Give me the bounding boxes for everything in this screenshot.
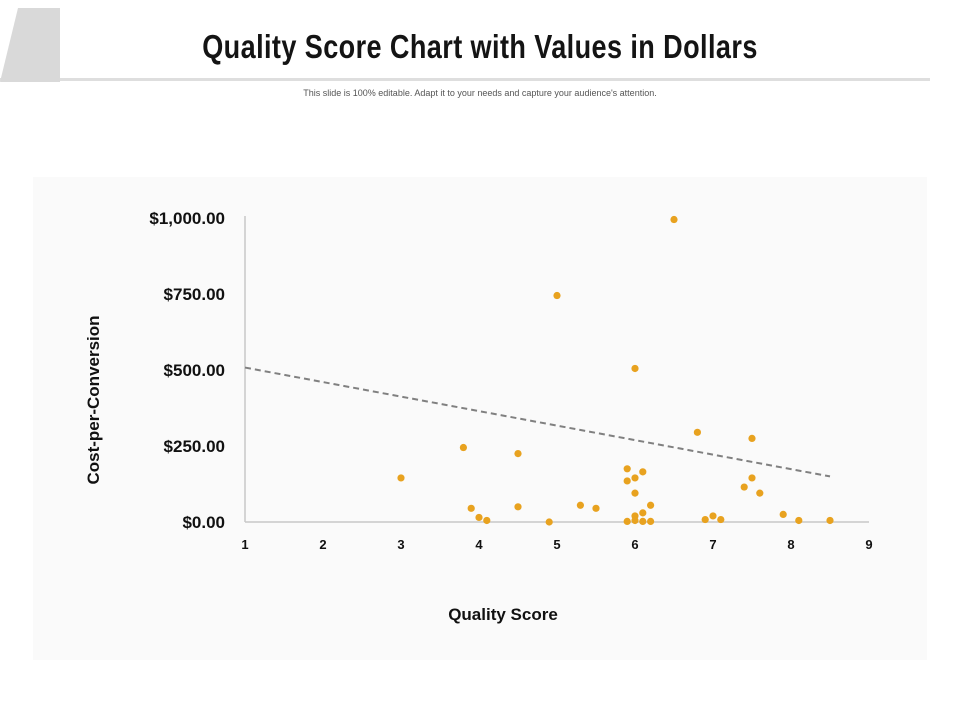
data-point — [623, 465, 631, 473]
data-point — [639, 509, 647, 517]
x-tick-label: 7 — [709, 537, 716, 552]
y-tick-label: $0.00 — [182, 513, 225, 532]
data-point — [709, 512, 717, 520]
slide-subtitle: This slide is 100% editable. Adapt it to… — [303, 88, 657, 98]
data-point — [647, 517, 655, 525]
trendline — [244, 366, 831, 478]
data-point — [483, 516, 491, 525]
x-axis-label: Quality Score — [448, 605, 558, 624]
y-tick-label: $750.00 — [164, 285, 225, 304]
y-tick-labels: $0.00 $250.00 $500.00 $750.00 $1,000.00 — [149, 209, 225, 532]
x-tick-label: 9 — [865, 537, 872, 552]
data-point — [592, 504, 600, 512]
data-point — [576, 501, 585, 509]
data-point — [545, 518, 553, 526]
x-tick-label: 2 — [319, 537, 326, 552]
data-point — [670, 215, 678, 224]
data-point — [475, 513, 483, 522]
data-point — [514, 450, 522, 458]
data-point — [459, 443, 467, 452]
y-tick-label: $250.00 — [164, 437, 225, 456]
y-tick-label: $500.00 — [164, 361, 225, 380]
x-tick-label: 5 — [553, 537, 560, 552]
data-point — [717, 515, 725, 524]
data-point — [639, 468, 647, 476]
title-divider — [0, 78, 930, 81]
x-tick-label: 1 — [241, 537, 248, 552]
data-point — [701, 515, 709, 524]
data-point — [514, 503, 522, 511]
data-point — [631, 364, 639, 373]
data-point — [795, 516, 803, 525]
data-point — [631, 474, 639, 482]
data-point — [623, 477, 631, 485]
data-point — [631, 489, 639, 497]
data-point — [623, 517, 631, 525]
data-point — [756, 489, 764, 497]
x-tick-label: 6 — [631, 537, 638, 552]
data-point — [647, 501, 655, 509]
data-point — [740, 483, 748, 491]
data-points — [397, 215, 834, 526]
data-point — [631, 516, 639, 525]
data-point — [748, 474, 756, 482]
data-point — [826, 516, 834, 525]
data-point — [467, 504, 475, 512]
corner-accent-shape — [0, 8, 60, 82]
chart-panel — [33, 177, 927, 660]
x-tick-label: 4 — [475, 537, 483, 552]
data-point — [779, 510, 787, 518]
y-axis-label: Cost-per-Conversion — [84, 315, 103, 484]
data-point — [748, 434, 756, 442]
data-point — [397, 474, 405, 482]
x-tick-label: 3 — [397, 537, 404, 552]
data-point — [693, 428, 702, 436]
x-tick-labels: 1 2 3 4 5 6 7 8 9 — [241, 537, 872, 552]
y-tick-label: $1,000.00 — [149, 209, 225, 228]
page-title: Quality Score Chart with Values in Dolla… — [202, 28, 758, 65]
x-tick-label: 8 — [787, 537, 794, 552]
data-point — [639, 517, 647, 525]
data-point — [553, 291, 561, 300]
